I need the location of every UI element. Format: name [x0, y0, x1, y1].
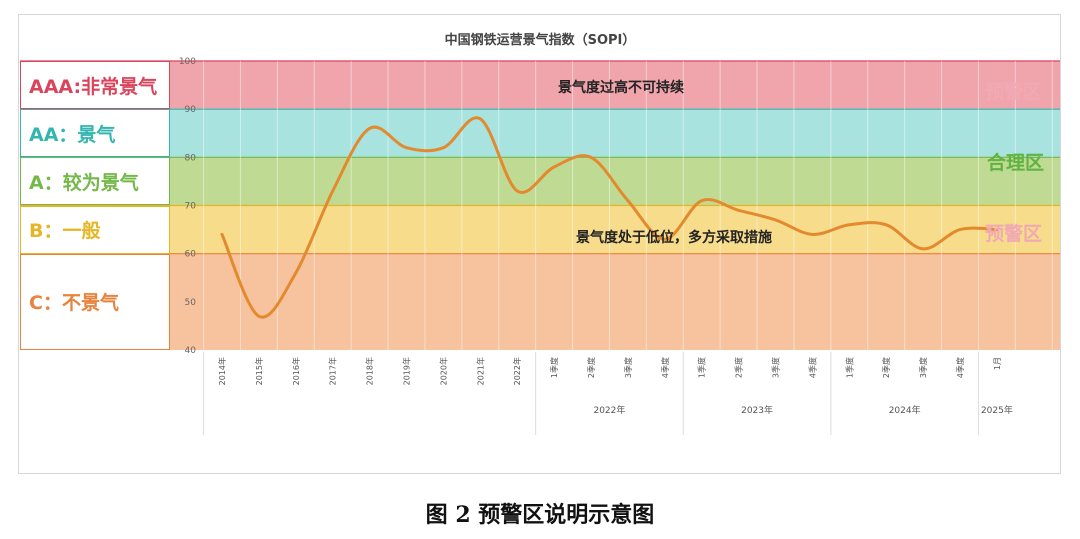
band-3	[170, 205, 1060, 254]
figure-caption: 图 2 预警区说明示意图	[425, 502, 655, 528]
x-tick-label-19: 3季度	[918, 357, 928, 378]
x-tick-label-1: 2015年	[254, 357, 264, 385]
x-tick-label-15: 3季度	[771, 357, 781, 378]
data-point-17	[848, 223, 851, 226]
y-tick-label-5: 90	[185, 105, 197, 115]
x-tick-label-0: 2014年	[217, 357, 227, 385]
x-tick-label-18: 2季度	[881, 357, 891, 378]
x-tick-label-6: 2020年	[438, 357, 448, 385]
year-group-label-0: 2022年	[593, 404, 625, 416]
level-label-1: AA：景气	[20, 109, 170, 158]
zone-note-low: 景气度处于低位，多方采取措施	[576, 230, 772, 246]
x-tick-label-8: 2022年	[512, 357, 522, 385]
series-line-0	[220, 116, 999, 319]
x-tick-label-12: 4季度	[660, 357, 670, 378]
zone-tag-warning-top: 预警区	[985, 81, 1043, 103]
data-point-6	[442, 146, 445, 149]
band-4	[170, 253, 1060, 350]
y-tick-label-1: 50	[185, 298, 197, 308]
x-tick-label-9: 1季度	[549, 357, 559, 378]
data-point-10	[590, 156, 593, 159]
band-0	[170, 61, 1060, 110]
x-tick-label-20: 4季度	[955, 357, 965, 378]
data-point-7	[479, 117, 482, 120]
x-tick-label-3: 2017年	[328, 357, 338, 385]
x-tick-label-16: 4季度	[807, 357, 817, 378]
x-tick-label-7: 2021年	[475, 357, 485, 385]
x-tick-label-4: 2018年	[365, 357, 375, 385]
x-tick-label-14: 2季度	[734, 357, 744, 378]
data-point-4	[368, 127, 371, 130]
data-point-11	[626, 199, 629, 202]
y-tick-label-3: 70	[185, 202, 197, 212]
data-point-1	[257, 315, 260, 318]
level-label-4: C：不景气	[20, 253, 170, 350]
data-point-8	[516, 190, 519, 193]
chart-title: 中国钢铁运营景气指数（SOPI）	[445, 32, 636, 48]
year-group-label-2: 2024年	[889, 404, 921, 416]
y-tick-label-6: 100	[179, 57, 196, 67]
data-point-15	[774, 218, 777, 221]
level-label-2: A：较为景气	[20, 157, 170, 206]
y-tick-label-2: 60	[185, 250, 197, 260]
data-point-9	[553, 165, 556, 168]
x-tick-label-17: 1季度	[844, 357, 854, 378]
data-point-19	[922, 247, 925, 250]
band-1	[170, 109, 1060, 158]
year-group-label-1: 2023年	[741, 404, 773, 416]
x-tick-label-11: 3季度	[623, 357, 633, 378]
y-tick-label-0: 40	[185, 346, 197, 356]
x-tick-label-2: 2016年	[291, 357, 301, 385]
level-label-3: B：一般	[20, 205, 170, 254]
data-point-5	[405, 146, 408, 149]
data-point-18	[885, 223, 888, 226]
zone-tag-reasonable: 合理区	[987, 152, 1045, 174]
data-point-16	[811, 233, 814, 236]
x-tick-label-10: 2季度	[586, 357, 596, 378]
level-label-0: AAA:非常景气	[20, 61, 170, 110]
y-tick-label-4: 80	[185, 153, 197, 163]
zone-tag-warning-bottom: 预警区	[985, 223, 1043, 245]
data-point-2	[294, 271, 297, 274]
data-point-0	[221, 233, 224, 236]
data-point-3	[331, 190, 334, 193]
x-tick-label-13: 1季度	[697, 357, 707, 378]
zone-note-high: 景气度过高不可持续	[558, 80, 684, 96]
data-point-14	[737, 209, 740, 212]
x-tick-label-21: 1月	[993, 357, 1002, 370]
data-point-13	[700, 199, 703, 202]
year-group-label-3: 2025年	[981, 404, 1013, 416]
x-tick-label-5: 2019年	[402, 357, 412, 385]
data-point-20	[959, 228, 962, 231]
